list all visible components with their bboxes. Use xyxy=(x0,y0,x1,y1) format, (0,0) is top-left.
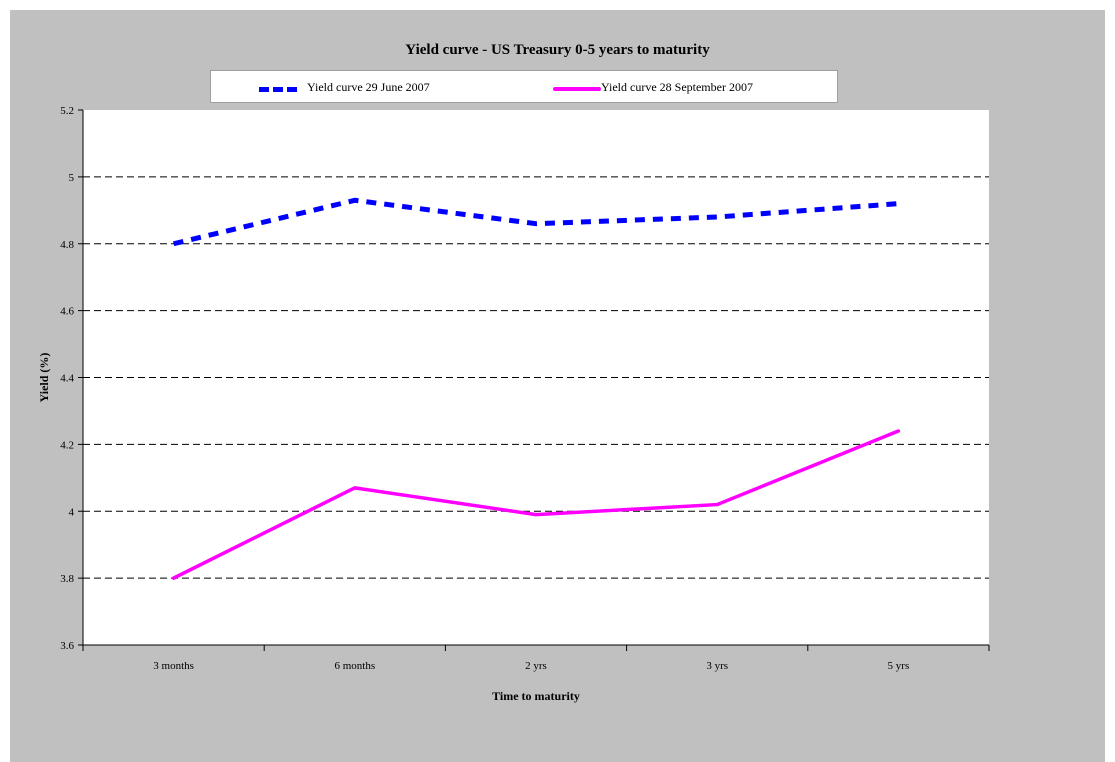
x-tick-label: 5 yrs xyxy=(888,660,910,672)
y-tick-label: 5 xyxy=(69,172,75,184)
chart-title: Yield curve - US Treasury 0-5 years to m… xyxy=(405,42,710,58)
y-axis-label: Yield (%) xyxy=(37,353,51,403)
legend: Yield curve 29 June 2007 Yield curve 28 … xyxy=(210,70,838,103)
x-tick-label: 6 months xyxy=(334,660,375,672)
x-tick-label: 2 yrs xyxy=(525,660,547,672)
x-axis-label: Time to maturity xyxy=(492,689,580,703)
x-tick-label: 3 months xyxy=(153,660,194,672)
legend-label-june: Yield curve 29 June 2007 xyxy=(307,80,430,94)
y-tick-label: 4.4 xyxy=(60,373,74,385)
y-tick-label: 5.2 xyxy=(60,105,74,117)
y-tick-label: 3.8 xyxy=(60,573,74,585)
legend-swatch-june xyxy=(259,87,297,92)
x-tick-label: 3 yrs xyxy=(706,660,728,672)
y-tick-label: 4.2 xyxy=(60,439,74,451)
y-tick-label: 3.6 xyxy=(60,640,74,652)
y-tick-label: 4.8 xyxy=(60,239,74,251)
legend-swatch-september xyxy=(553,87,601,91)
y-tick-label: 4.6 xyxy=(60,306,74,318)
y-tick-label: 4 xyxy=(69,506,75,518)
legend-label-september: Yield curve 28 September 2007 xyxy=(601,80,753,94)
